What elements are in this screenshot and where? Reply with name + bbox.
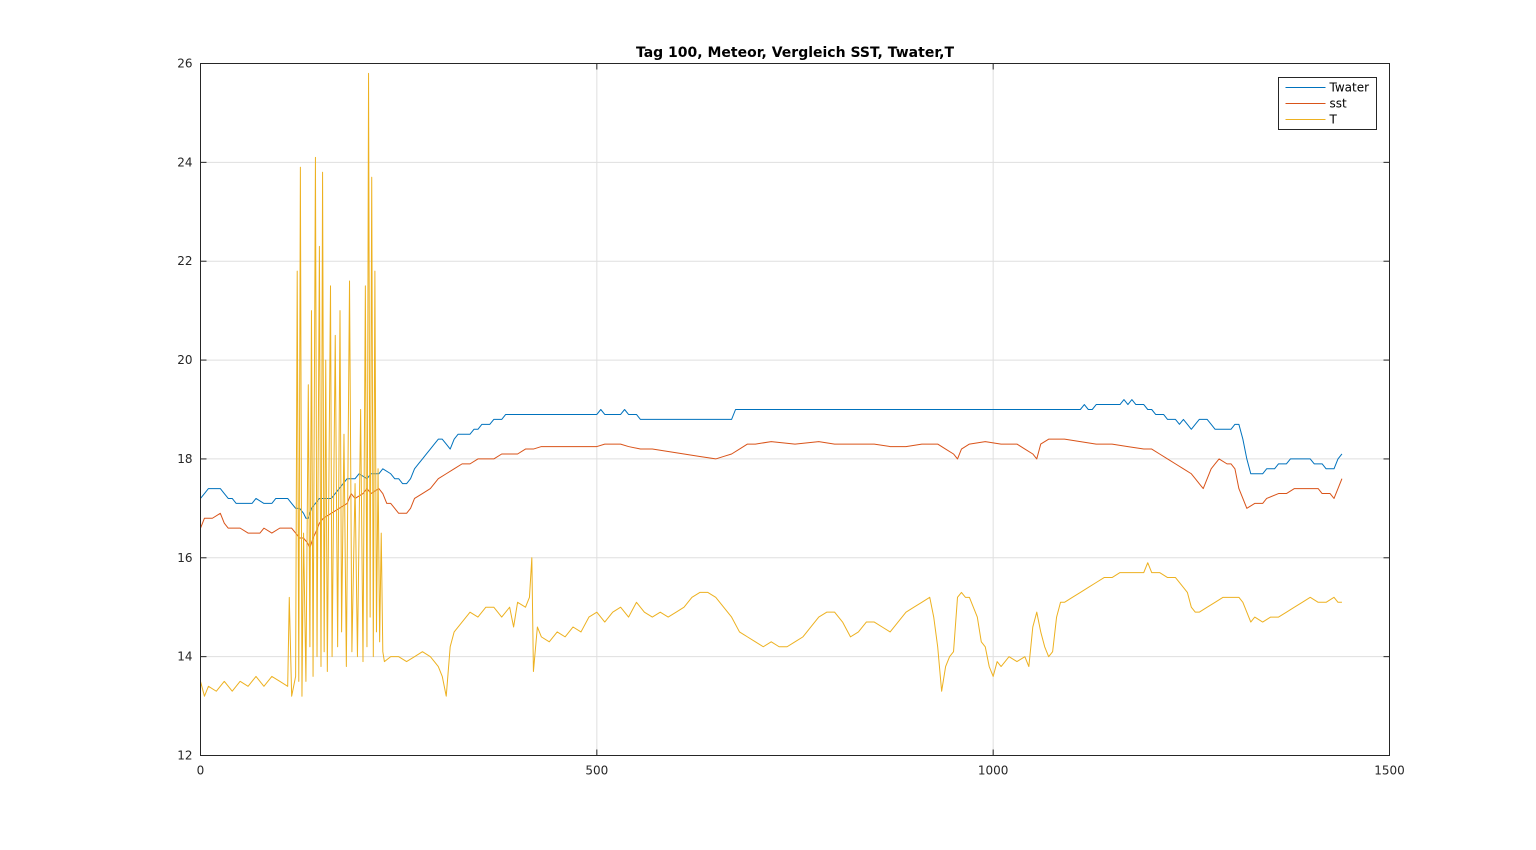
y-tick-label: 14: [177, 650, 192, 664]
x-tick-label: 1500: [1374, 764, 1405, 778]
axes: 0 500 1000 1500 12 14 16 18 20 22 24 26: [177, 57, 1405, 778]
x-tick-label: 1000: [978, 764, 1009, 778]
y-tick-label: 26: [177, 57, 192, 71]
series-line-t: [200, 72, 1342, 697]
x-tick-label: 500: [585, 764, 608, 778]
legend-label-t: T: [1329, 113, 1338, 127]
y-tick-label: 16: [177, 551, 192, 565]
legend: Twater sst T: [1278, 77, 1377, 130]
y-tick-label: 12: [177, 749, 192, 763]
y-tick-label: 24: [177, 155, 192, 169]
y-tick-label: 18: [177, 452, 192, 466]
legend-label-twater: Twater: [1329, 81, 1370, 95]
plot-border: [200, 63, 1390, 756]
ticks: 0 500 1000 1500 12 14 16 18 20 22 24 26: [177, 57, 1405, 778]
series-layer: [200, 72, 1343, 697]
grid: [200, 63, 1390, 756]
legend-label-sst: sst: [1330, 97, 1348, 111]
x-tick-label: 0: [197, 764, 205, 778]
y-tick-label: 20: [177, 353, 192, 367]
y-tick-label: 22: [177, 254, 192, 268]
chart-title: Tag 100, Meteor, Vergleich SST, Twater,T: [636, 45, 955, 61]
